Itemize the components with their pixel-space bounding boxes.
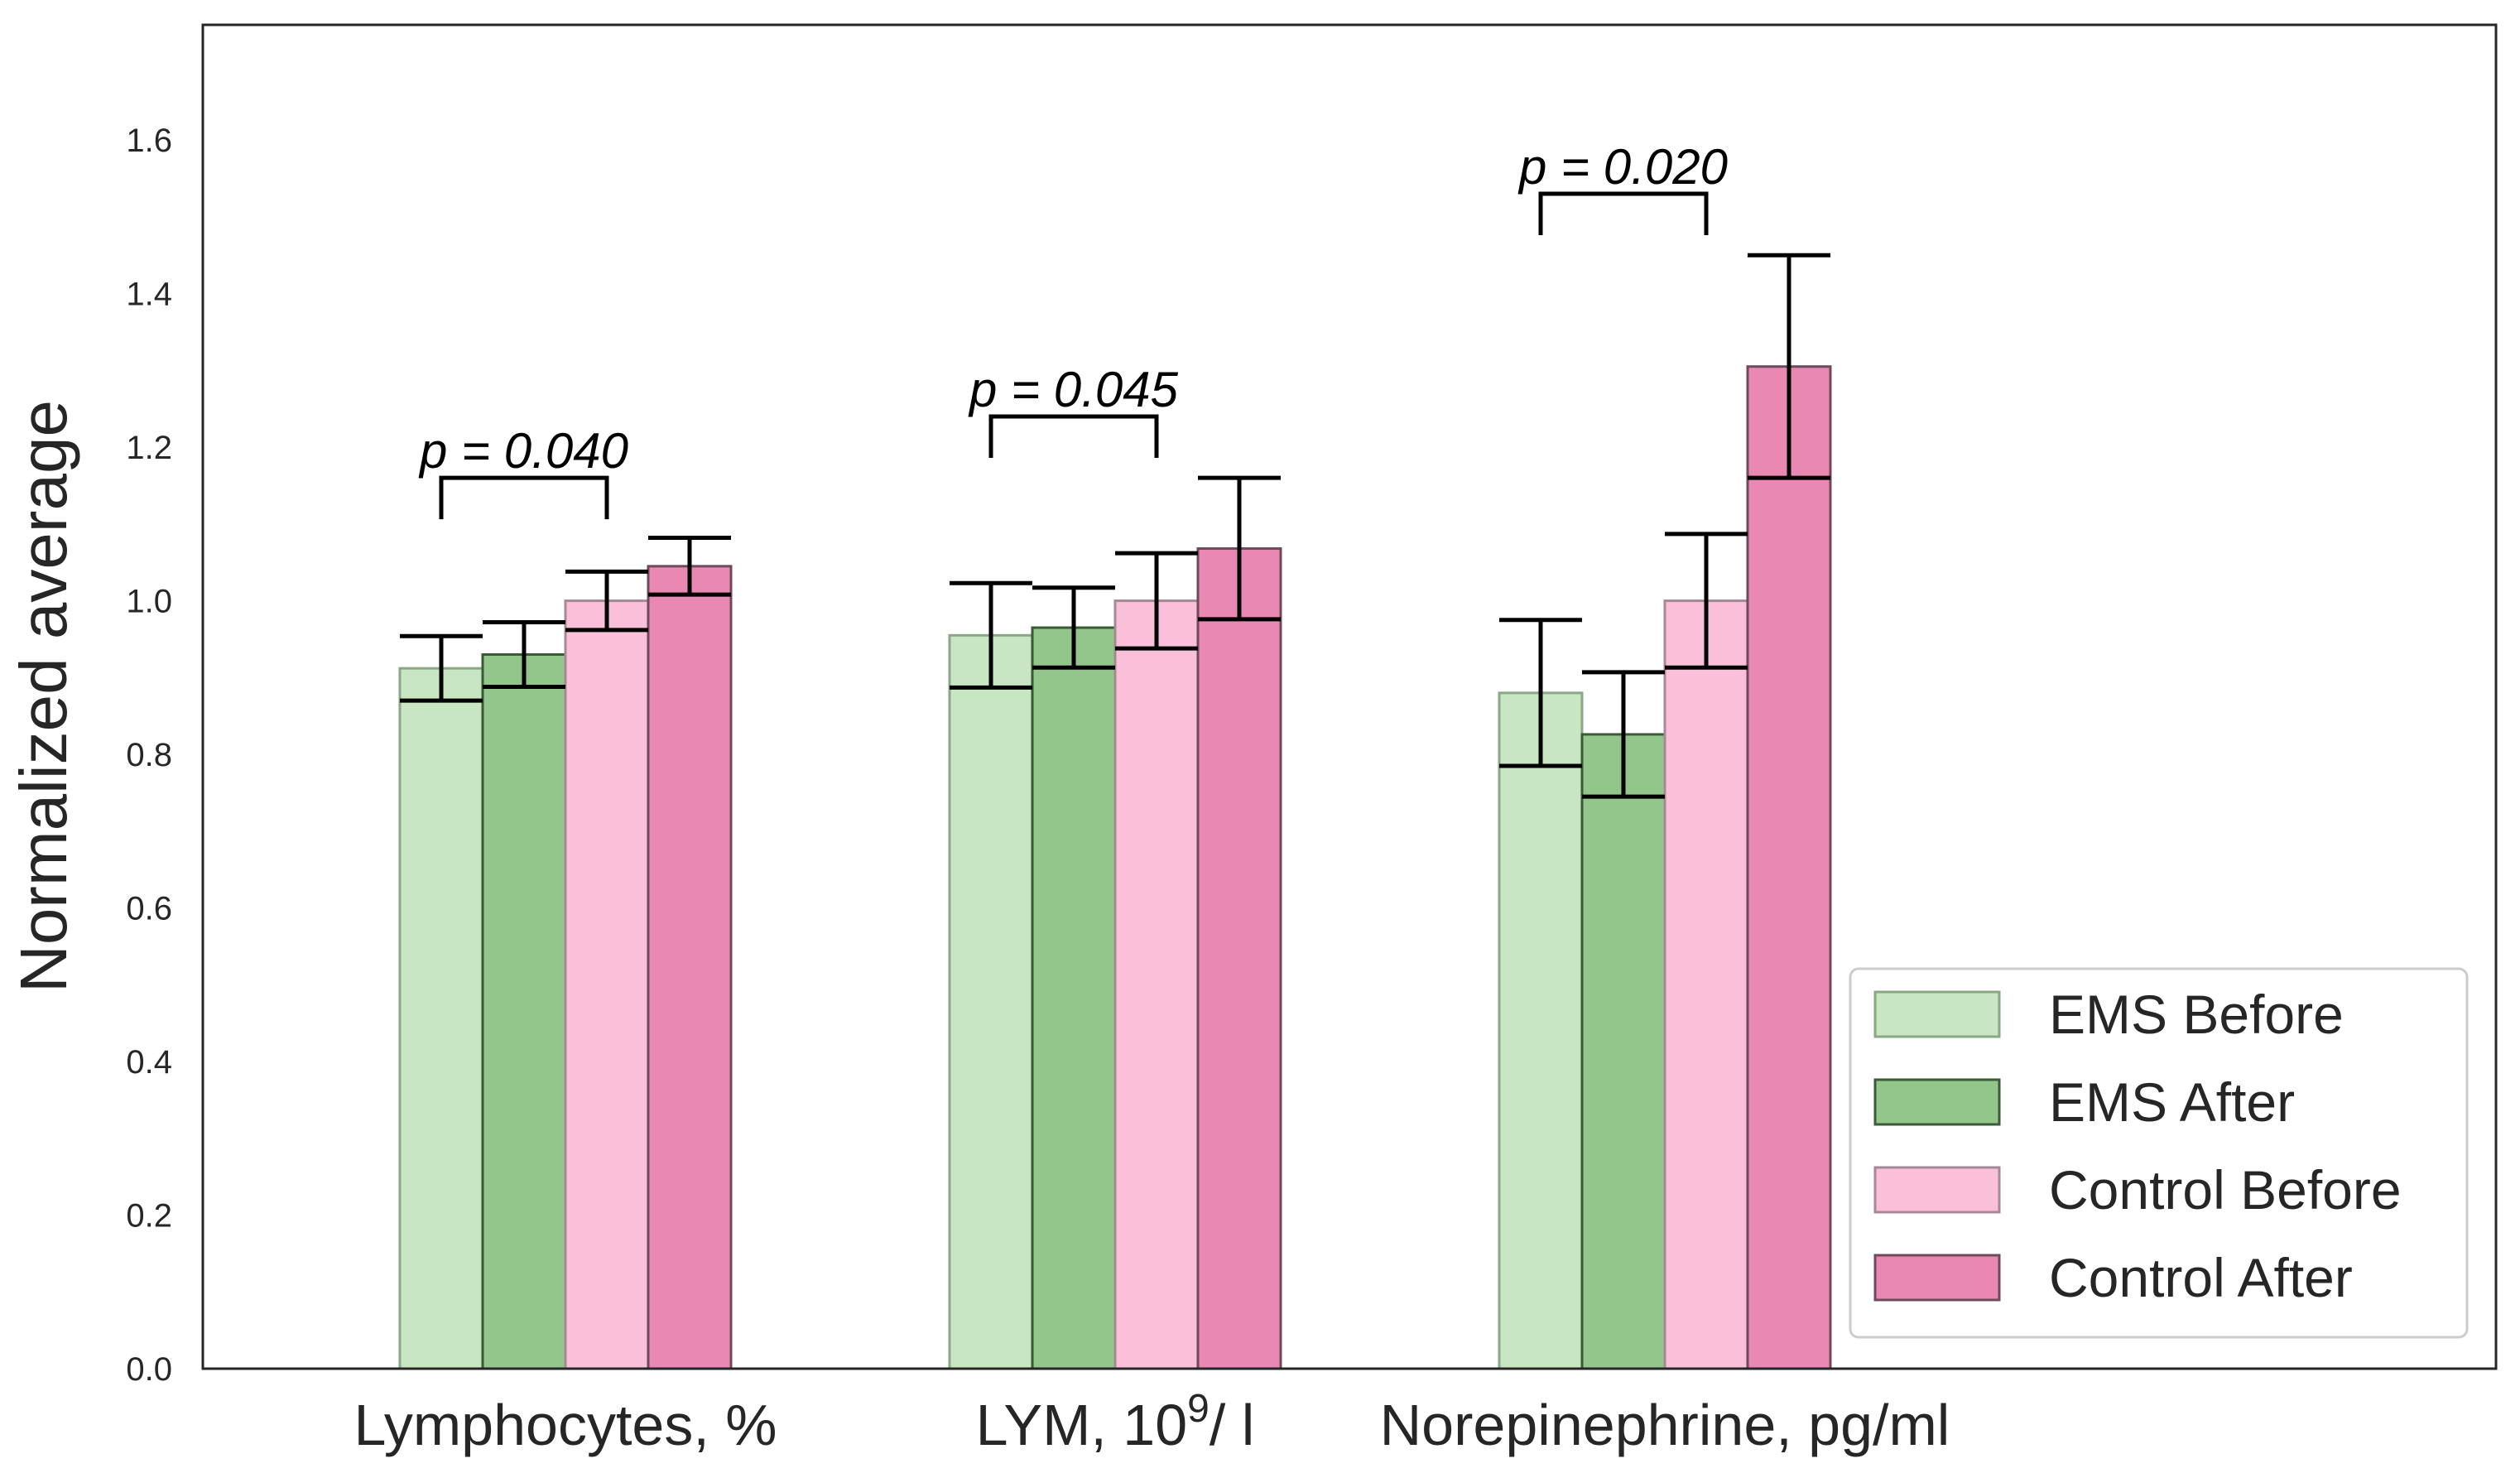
legend-entry: Control After xyxy=(1873,1247,2353,1308)
p-value-bracket-1: p = 0.045 xyxy=(968,362,1179,458)
bar-ems-after-0 xyxy=(481,652,567,1370)
error-bar-ems-after-1 xyxy=(1032,585,1115,670)
error-bar-ems-before-1 xyxy=(950,580,1032,690)
y-tick-label: 0.6 xyxy=(126,891,172,927)
error-bar-control-after-2 xyxy=(1748,253,1830,480)
bar-control-after-1 xyxy=(1196,547,1282,1370)
x-tick-label: LYM, 109/ l xyxy=(976,1387,1255,1457)
bar-control-before-2 xyxy=(1663,599,1749,1370)
bar-ems-after-1 xyxy=(1031,626,1117,1370)
legend-label: Control After xyxy=(2049,1247,2353,1308)
x-axis: Lymphocytes, % LYM, 109/ l Norepinephrine,… xyxy=(354,1387,1950,1457)
p-value-bracket-0: p = 0.040 xyxy=(418,423,628,520)
bar-control-after-2 xyxy=(1746,365,1832,1370)
legend: EMS Before EMS After Control Before Control… xyxy=(1849,967,2469,1339)
error-bar-ems-before-0 xyxy=(400,633,483,703)
bar-control-after-0 xyxy=(647,565,733,1370)
error-bar-control-before-2 xyxy=(1665,532,1748,670)
error-bars-layer xyxy=(400,253,1830,799)
bar-control-before-0 xyxy=(564,599,650,1370)
bracket-line xyxy=(439,475,609,520)
legend-label: Control Before xyxy=(2049,1159,2402,1220)
bar-ems-before-1 xyxy=(948,633,1034,1370)
error-bar-control-before-1 xyxy=(1115,551,1198,651)
x-tick-label: Lymphocytes, % xyxy=(354,1393,777,1457)
error-bar-ems-after-0 xyxy=(483,620,565,689)
legend-swatch xyxy=(1873,990,2001,1038)
y-tick-label: 1.2 xyxy=(126,430,172,466)
y-axis-title: Normalized average xyxy=(7,400,80,993)
error-bar-ems-before-2 xyxy=(1499,618,1582,768)
error-bar-ems-after-2 xyxy=(1582,670,1665,799)
p-value-label: p = 0.045 xyxy=(968,362,1179,417)
bars-layer xyxy=(398,365,1832,1370)
bracket-line xyxy=(1538,191,1709,236)
y-tick-label: 0.2 xyxy=(126,1198,172,1235)
y-tick-label: 0.4 xyxy=(126,1044,172,1081)
error-bar-control-before-0 xyxy=(565,569,648,633)
legend-entry: EMS After xyxy=(1873,1071,2295,1133)
bar-control-before-1 xyxy=(1113,599,1200,1370)
bracket-line xyxy=(988,414,1159,458)
legend-label: EMS After xyxy=(2049,1071,2295,1133)
legend-swatch xyxy=(1873,1254,2001,1302)
y-tick-label: 1.6 xyxy=(126,123,172,159)
legend-entry: EMS Before xyxy=(1873,984,2344,1045)
bar-ems-before-0 xyxy=(398,667,484,1370)
legend-swatch xyxy=(1873,1166,2001,1214)
y-tick-label: 0.8 xyxy=(126,737,172,773)
error-bar-control-after-1 xyxy=(1198,475,1281,622)
x-tick-label: Norepinephrine, pg/ml xyxy=(1380,1393,1950,1457)
significance-annotations: p = 0.040 p = 0.045 p = 0.020 xyxy=(418,139,1728,520)
bar-ems-before-2 xyxy=(1498,691,1584,1370)
error-bar-control-after-0 xyxy=(648,536,731,597)
bar-ems-after-2 xyxy=(1580,733,1666,1370)
y-tick-label: 1.4 xyxy=(126,277,172,313)
y-tick-label: 0.0 xyxy=(126,1351,172,1388)
p-value-label: p = 0.020 xyxy=(1517,139,1728,195)
legend-box xyxy=(1849,967,2469,1339)
p-value-label: p = 0.040 xyxy=(418,423,628,479)
y-axis: 0.0 0.2 0.4 0.6 0.8 1.0 1.2 1.4 1.6 xyxy=(126,123,172,1388)
p-value-bracket-2: p = 0.020 xyxy=(1517,139,1728,236)
y-tick-label: 1.0 xyxy=(126,584,172,620)
legend-swatch xyxy=(1873,1078,2001,1126)
plot-frame xyxy=(201,23,2498,1370)
legend-label: EMS Before xyxy=(2049,984,2344,1045)
legend-entry: Control Before xyxy=(1873,1159,2402,1220)
